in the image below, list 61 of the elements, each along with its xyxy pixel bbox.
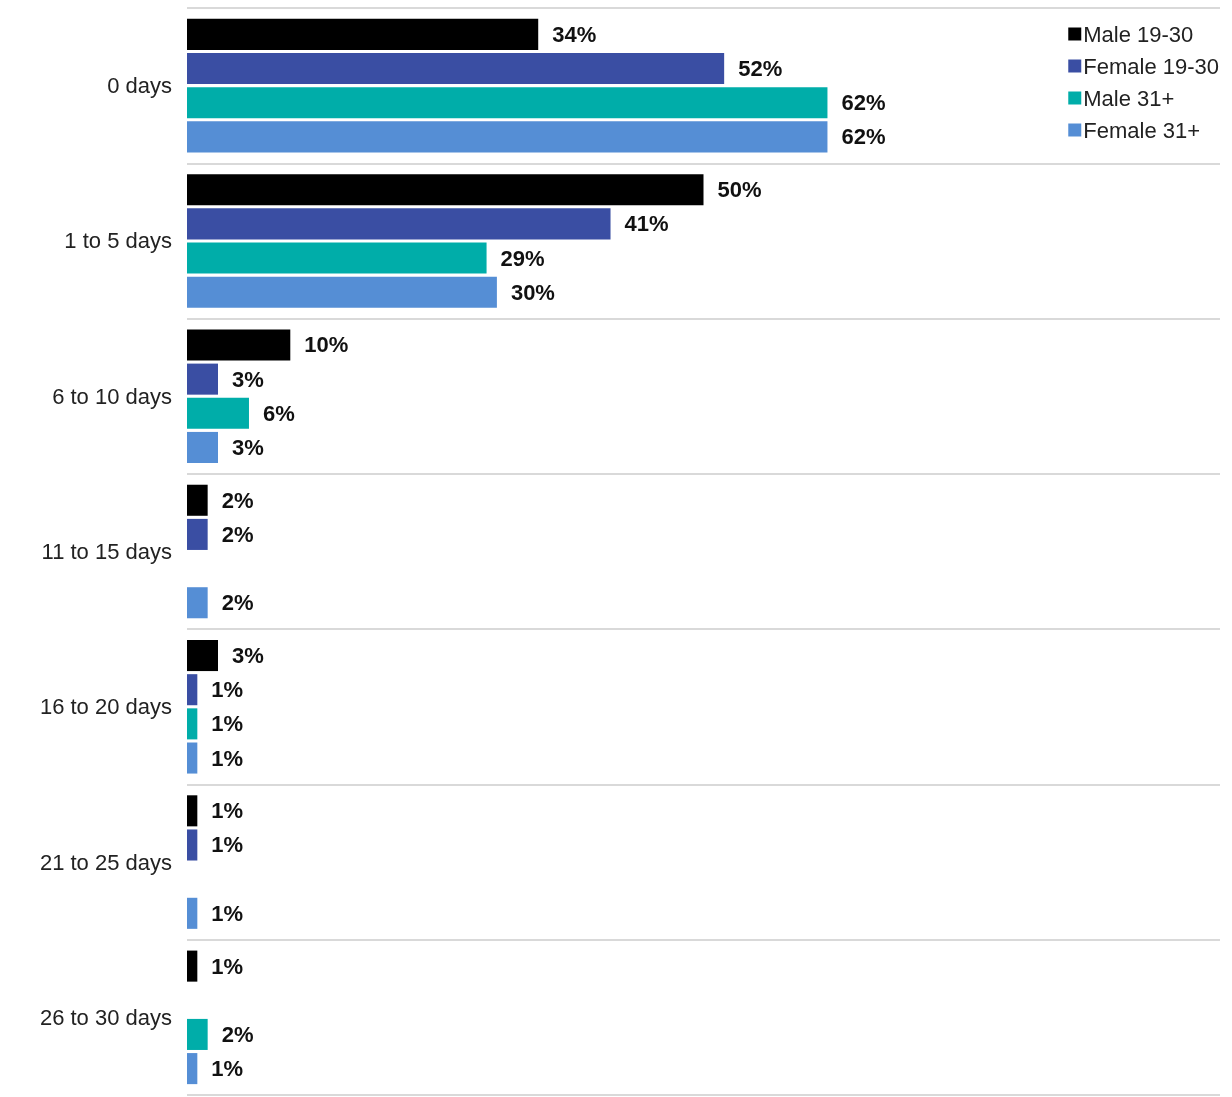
- data-label: 1%: [211, 832, 244, 858]
- data-label: 3%: [231, 643, 264, 669]
- bar: [187, 674, 198, 706]
- data-label: 62%: [841, 124, 886, 150]
- bar: [187, 208, 611, 240]
- bar: [187, 363, 218, 395]
- data-label: 29%: [500, 245, 545, 271]
- data-label: 52%: [738, 56, 783, 82]
- data-label: 1%: [211, 953, 244, 979]
- bar: [187, 950, 198, 982]
- y-tick-label: 1 to 5 days: [64, 228, 172, 254]
- data-label: 10%: [304, 332, 349, 358]
- bar: [187, 431, 218, 463]
- bar: [187, 174, 704, 206]
- bar: [187, 795, 198, 827]
- data-label: 1%: [211, 711, 244, 737]
- bar: [187, 829, 198, 861]
- bar: [187, 242, 487, 274]
- bar: [187, 397, 249, 429]
- data-label: 30%: [510, 279, 555, 305]
- bar: [187, 742, 198, 774]
- bar: [187, 484, 208, 516]
- y-tick-label: 26 to 30 days: [39, 1004, 172, 1030]
- bar: [187, 276, 497, 308]
- data-label: 3%: [231, 366, 264, 392]
- legend-label: Male 31+: [1083, 85, 1175, 111]
- data-label: 1%: [211, 900, 244, 926]
- data-label: 34%: [552, 21, 597, 47]
- data-label: 6%: [262, 400, 295, 426]
- y-tick-label: 0 days: [107, 73, 172, 99]
- bar: [187, 18, 539, 50]
- bar: [187, 53, 725, 85]
- data-label: 3%: [231, 434, 264, 460]
- data-label: 1%: [211, 745, 244, 771]
- bar: [187, 1053, 198, 1085]
- bar: [187, 897, 198, 929]
- data-label: 2%: [221, 590, 254, 616]
- legend-label: Female 31+: [1083, 117, 1201, 143]
- bar: [187, 640, 218, 672]
- data-label: 62%: [841, 90, 886, 116]
- y-tick-label: 6 to 10 days: [52, 383, 172, 409]
- data-label: 41%: [624, 211, 669, 237]
- bar: [187, 87, 828, 119]
- data-label: 1%: [211, 677, 244, 703]
- bar: [187, 708, 198, 740]
- legend-label: Female 19-30: [1083, 53, 1220, 79]
- y-tick-label: 16 to 20 days: [39, 694, 172, 720]
- bar: [187, 121, 828, 153]
- y-tick-label: 21 to 25 days: [39, 849, 172, 875]
- data-label: 1%: [211, 1056, 244, 1082]
- y-tick-label: 11 to 15 days: [41, 539, 172, 564]
- data-label: 2%: [221, 487, 254, 513]
- bar: [187, 587, 208, 619]
- data-label: 2%: [221, 1021, 254, 1047]
- data-label: 2%: [221, 521, 254, 547]
- data-label: 1%: [211, 798, 244, 824]
- bar: [187, 518, 208, 550]
- data-label: 50%: [717, 177, 762, 203]
- bar: [187, 329, 291, 361]
- bar: [187, 1018, 208, 1050]
- legend-label: Male 19-30: [1083, 21, 1194, 47]
